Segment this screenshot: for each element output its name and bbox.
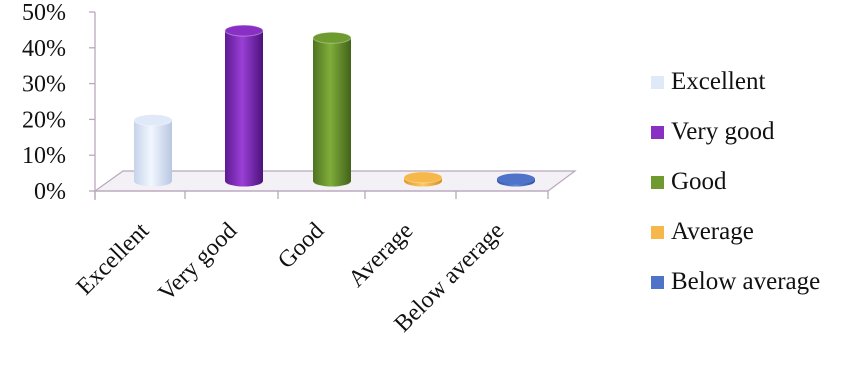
- x-category-label: Very good: [154, 218, 243, 307]
- bars: [133, 24, 535, 187]
- y-tick-label: 40%: [22, 36, 66, 62]
- bar-excellent: [133, 114, 173, 187]
- y-tick-label: 10%: [22, 143, 66, 169]
- bar-top: [403, 171, 443, 184]
- legend-swatch: [651, 126, 664, 139]
- legend-label: Excellent: [671, 68, 765, 95]
- legend-swatch: [651, 176, 664, 189]
- legend-swatch: [651, 76, 664, 89]
- legend-swatch: [651, 276, 664, 289]
- legend-item: Below average: [651, 268, 820, 295]
- legend-label: Very good: [671, 118, 775, 145]
- legend-item: Good: [651, 168, 727, 195]
- legend-item: Excellent: [651, 68, 765, 95]
- legend-label: Average: [671, 218, 754, 245]
- y-tick-label: 0%: [34, 179, 66, 205]
- legend-swatch: [651, 226, 664, 239]
- y-tick-label: 30%: [22, 72, 66, 98]
- legend-label: Good: [671, 168, 727, 195]
- bar-top: [312, 31, 352, 44]
- legend-item: Very good: [651, 118, 775, 145]
- x-category-label: Excellent: [72, 218, 155, 301]
- bar-very-good: [224, 24, 264, 187]
- legend: Excellent Very good Good Average Below avera…: [651, 68, 820, 295]
- x-category-label: Average: [344, 218, 419, 293]
- bar-body: [225, 30, 263, 187]
- bar-top: [133, 114, 173, 127]
- legend-label: Below average: [671, 268, 820, 295]
- bar-below-average: [497, 173, 535, 187]
- y-axis: 0% 10% 20% 30% 40% 50%: [22, 0, 95, 205]
- bar-average: [403, 171, 443, 187]
- y-tick-label: 50%: [22, 0, 66, 26]
- bar-top: [224, 24, 264, 37]
- x-category-label: Good: [273, 218, 329, 274]
- bar-body: [134, 120, 172, 187]
- x-axis-ticks: [94, 191, 549, 199]
- bar-top: [497, 173, 535, 185]
- legend-item: Average: [651, 218, 754, 245]
- bar-good: [312, 31, 352, 187]
- y-tick-label: 20%: [22, 107, 66, 133]
- bar-body: [313, 37, 351, 187]
